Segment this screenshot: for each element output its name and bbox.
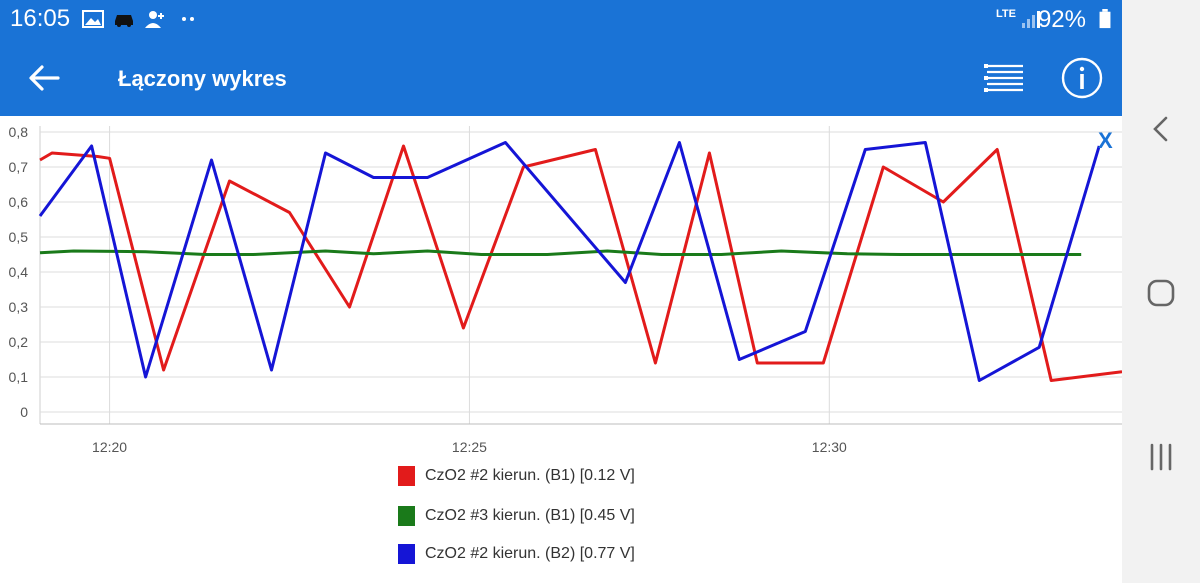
network-type: LTE (996, 8, 1016, 20)
status-time: 16:05 (10, 5, 71, 32)
y-tick-label: 0 (20, 404, 28, 420)
x-tick-label: 12:30 (812, 439, 847, 455)
status-bar: 16:05 LTE 92% (0, 0, 1122, 38)
y-tick-label: 0,4 (9, 264, 29, 280)
info-button[interactable] (1060, 56, 1104, 100)
system-nav-bar (1122, 0, 1200, 583)
signal-icon (1022, 11, 1040, 28)
chart-close-button[interactable]: X (1098, 128, 1113, 153)
legend-swatch-blue (398, 544, 415, 564)
combined-chart: 0 0,1 0,2 0,3 0,4 0,5 0,6 0,7 0,8 12:20 12:25 12:3… (9, 124, 1122, 455)
app-bar: Łączony wykres (0, 38, 1122, 116)
info-icon (1061, 57, 1103, 99)
person-add-icon (145, 11, 164, 28)
y-tick-label: 0,5 (9, 229, 29, 245)
car-icon (115, 15, 133, 27)
x-tick-label: 12:20 (92, 439, 127, 455)
battery-icon (1099, 9, 1111, 29)
image-icon (82, 10, 104, 28)
legend-swatch-green (398, 506, 415, 526)
x-axis-ticks: 12:20 12:25 12:30 (92, 439, 847, 455)
y-tick-label: 0,2 (9, 334, 29, 350)
legend-swatch-red (398, 466, 415, 486)
battery-level: 92% (1037, 6, 1086, 33)
chart-grid (39, 126, 1122, 425)
chart-series (38, 141, 1122, 382)
recents-icon[interactable] (1144, 440, 1178, 474)
list-icon (987, 64, 1023, 92)
back-button[interactable] (26, 60, 62, 96)
y-tick-label: 0,7 (9, 159, 29, 175)
y-tick-label: 0,1 (9, 369, 29, 385)
list-menu-button[interactable] (982, 58, 1028, 98)
back-chevron-icon[interactable] (1144, 112, 1178, 146)
home-icon[interactable] (1144, 276, 1178, 310)
legend-label: CzO2 #2 kierun. (B1) [0.12 V] (425, 467, 635, 484)
y-tick-label: 0,6 (9, 194, 29, 210)
legend-label: CzO2 #3 kierun. (B1) [0.45 V] (425, 507, 635, 524)
page-title: Łączony wykres (118, 66, 287, 91)
series-line-3 (38, 141, 1101, 382)
legend-label: CzO2 #2 kierun. (B2) [0.77 V] (425, 545, 635, 562)
series-line-1 (39, 144, 1122, 382)
x-tick-label: 12:25 (452, 439, 487, 455)
series-line-2 (39, 249, 1082, 256)
dots-icon (182, 17, 194, 21)
y-tick-label: 0,8 (9, 124, 29, 140)
y-tick-label: 0,3 (9, 299, 29, 315)
y-axis-ticks: 0 0,1 0,2 0,3 0,4 0,5 0,6 0,7 0,8 (9, 124, 29, 420)
